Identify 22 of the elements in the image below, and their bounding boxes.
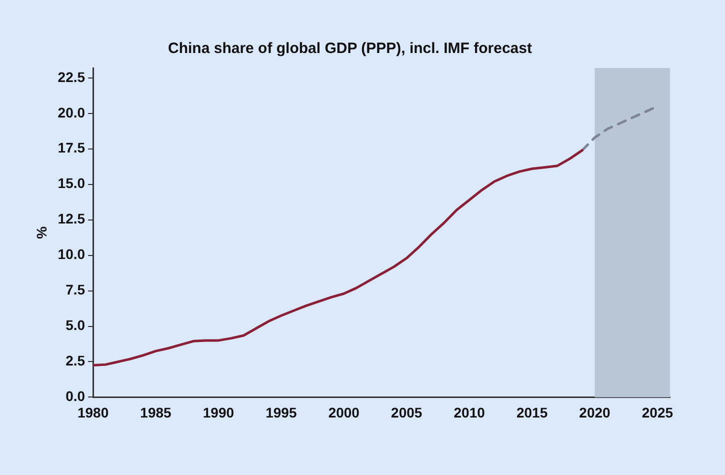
y-tick-label: 10.0 [58,246,86,262]
x-tick-label: 2000 [328,404,360,420]
y-tick-label: 17.5 [58,140,86,156]
x-tick-label: 2005 [391,404,422,420]
y-tick-label: 2.5 [66,352,86,369]
x-tick-label: 2020 [579,404,611,420]
y-tick-label: 0.0 [66,388,86,404]
x-tick-label: 1995 [266,404,297,420]
x-tick-label: 1985 [140,404,172,420]
y-tick-label: 5.0 [66,317,86,334]
x-tick-label: 1990 [202,404,234,420]
y-tick-label: 20.0 [58,104,86,120]
y-tick-label: 7.5 [66,282,86,298]
chart-title: China share of global GDP (PPP), incl. IMF forecast [168,40,532,58]
x-tick-label: 1980 [77,404,109,420]
x-tick-label: 2025 [642,404,674,420]
y-axis-title: % [33,226,50,239]
x-tick-label: 2010 [454,404,486,420]
y-tick-label: 12.5 [58,210,86,227]
y-tick-label: 15.0 [58,175,86,192]
x-tick-label: 2015 [516,404,548,420]
y-tick-label: 22.5 [58,68,86,85]
